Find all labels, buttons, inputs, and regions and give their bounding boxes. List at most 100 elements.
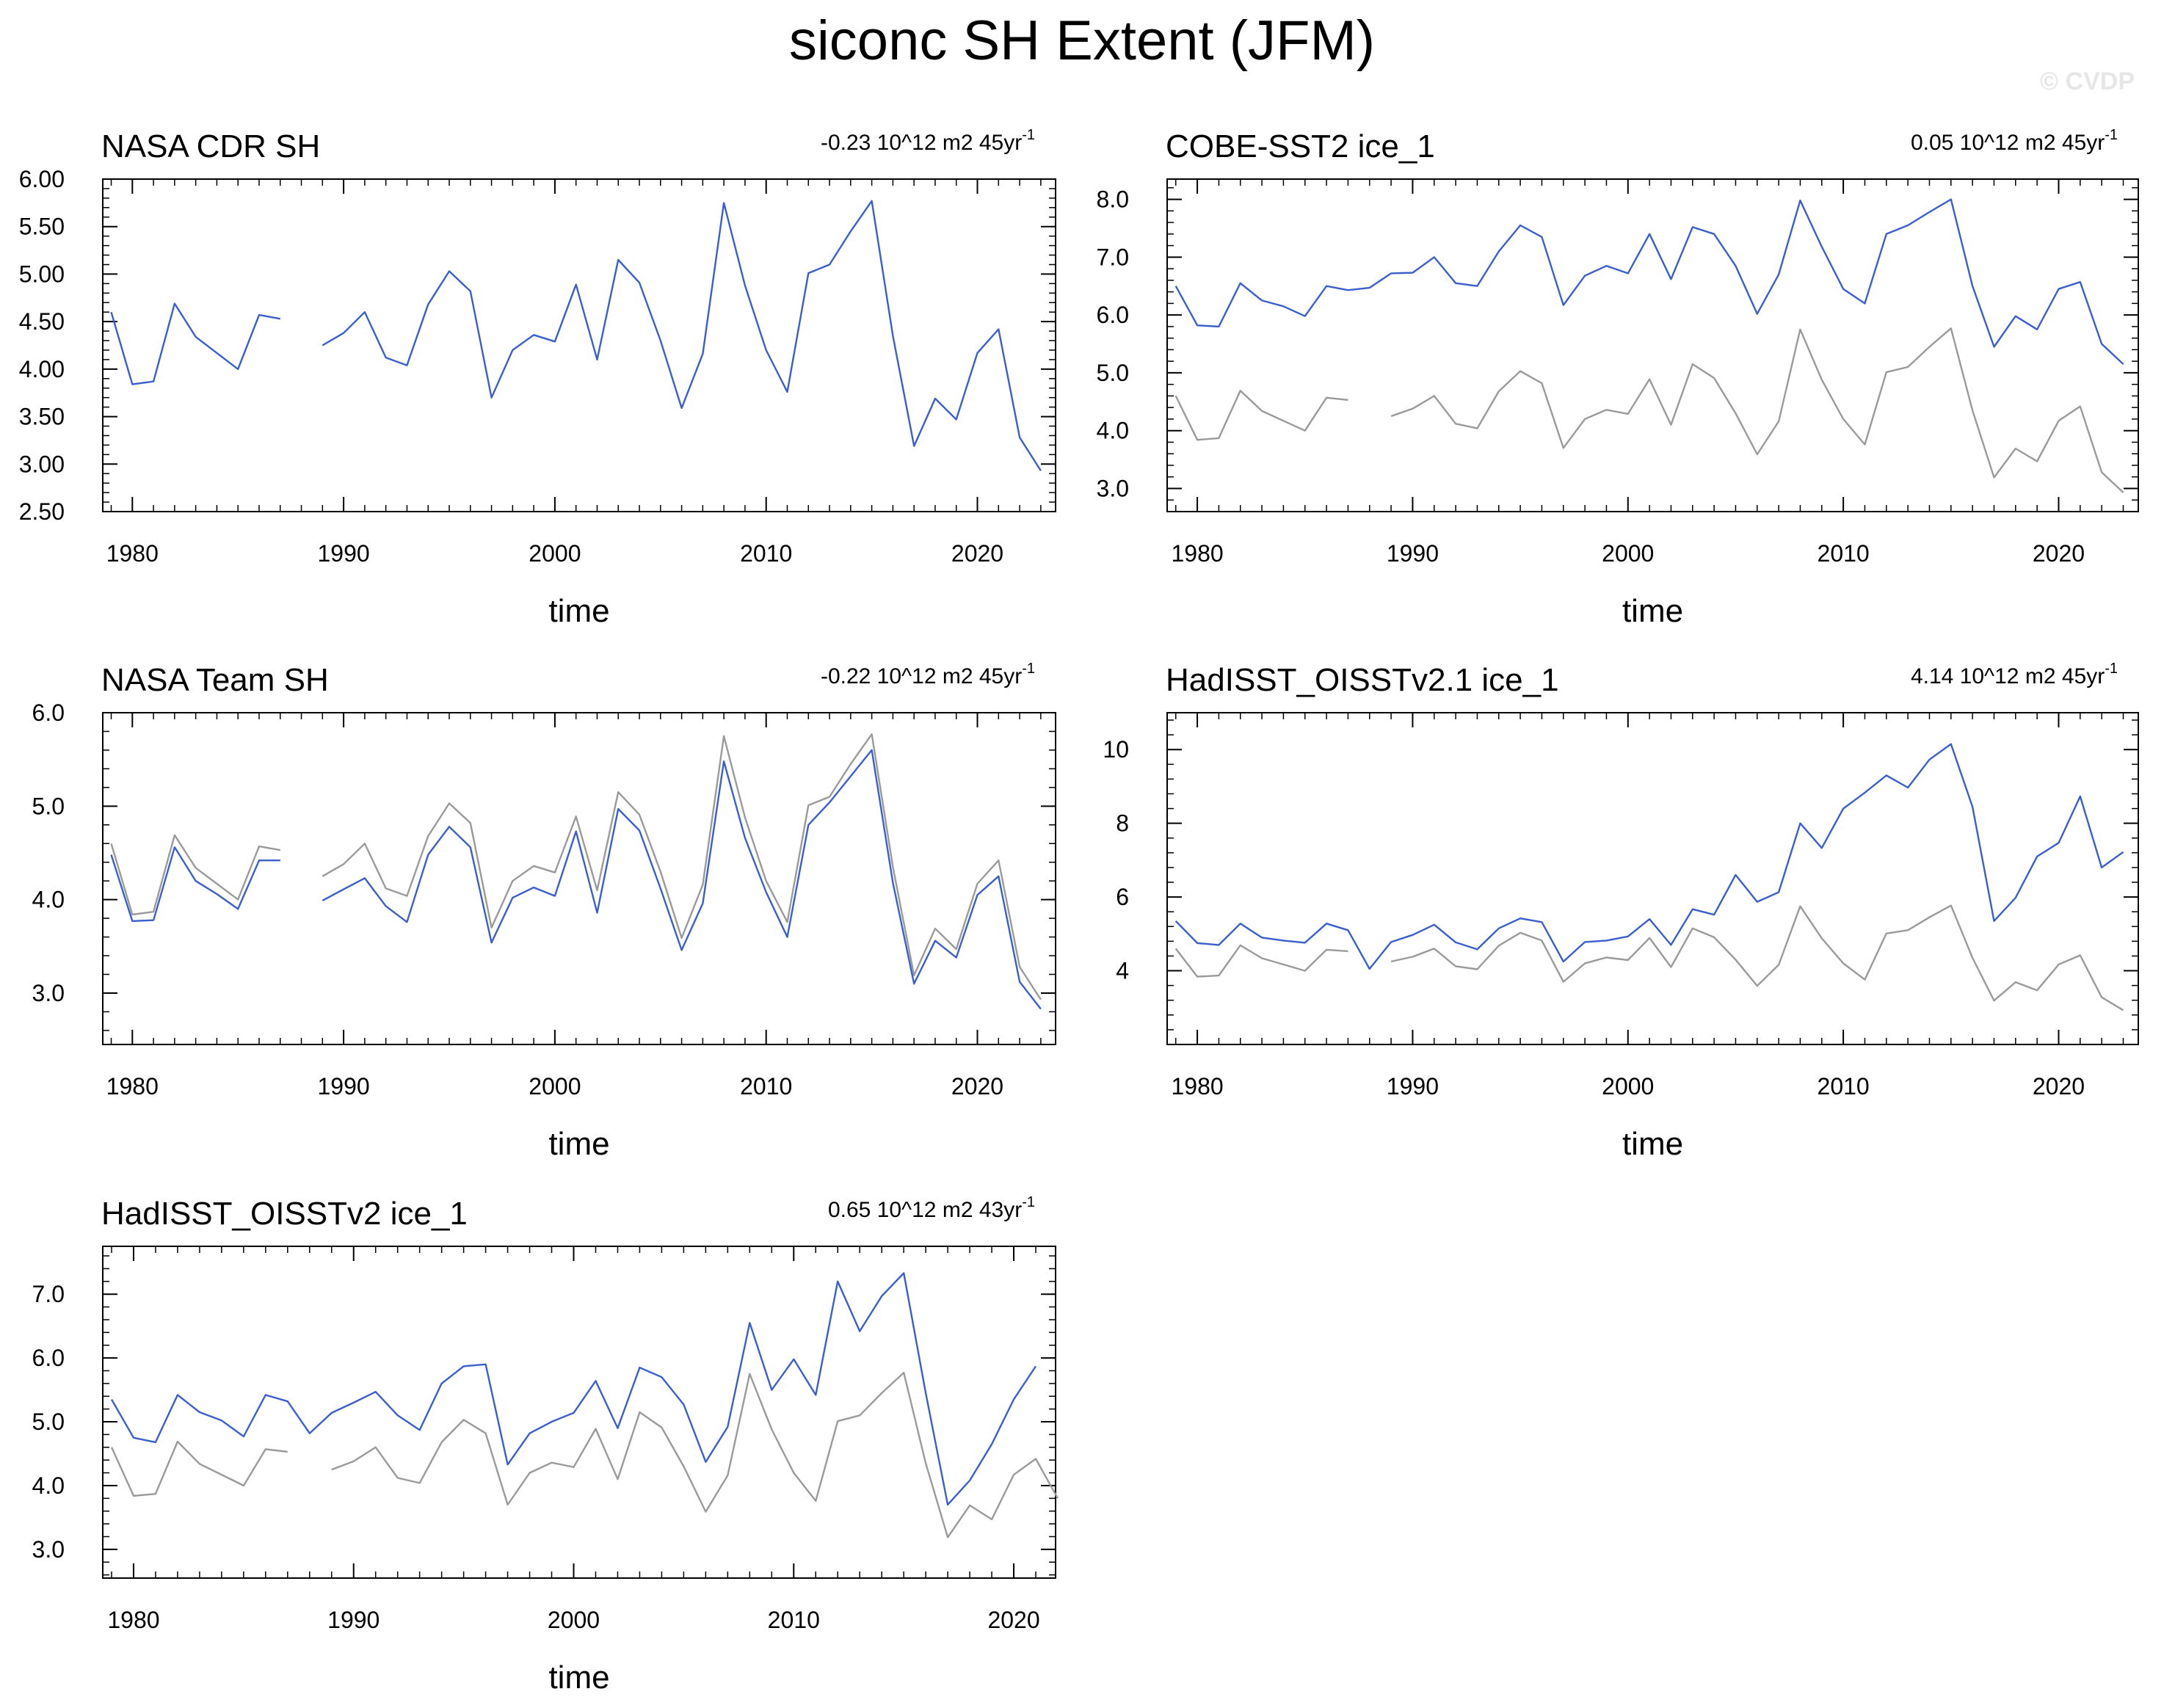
- y-tick-label: 2.50: [19, 498, 65, 525]
- x-tick-label: 2020: [987, 1607, 1039, 1633]
- x-tick-label: 2000: [1602, 1073, 1654, 1100]
- trend-superscript: -1: [1022, 661, 1035, 677]
- x-tick-label: 1980: [107, 1607, 159, 1633]
- series-line: [1174, 904, 2124, 1011]
- x-axis-label: time: [548, 1126, 609, 1162]
- trend-value: -0.22 10^12 m2 45yr: [821, 664, 1022, 688]
- trend-superscript: -1: [2105, 127, 2118, 143]
- y-tick-label: 4.0: [1097, 418, 1129, 444]
- chart-panel: HadISST_OISSTv2 ice_1 0.65 10^12 m2 43yr-…: [32, 1194, 1059, 1696]
- y-tick-label: 7.0: [32, 1281, 65, 1307]
- x-tick-label: 2020: [951, 540, 1003, 567]
- trend-label: 0.65 10^12 m2 43yr-1: [828, 1194, 1035, 1222]
- trend-superscript: -1: [1022, 127, 1035, 143]
- series-line: [110, 200, 1042, 471]
- trend-value: -0.23 10^12 m2 45yr: [821, 131, 1022, 155]
- trend-value: 0.65 10^12 m2 43yr: [828, 1198, 1022, 1222]
- chart-panel: COBE-SST2 ice_1 0.05 10^12 m2 45yr-1 1980 1…: [1097, 127, 2139, 629]
- x-tick-label: 1980: [106, 540, 159, 567]
- panel-title: NASA CDR SH: [101, 128, 320, 164]
- chart-panel: NASA CDR SH -0.23 10^12 m2 45yr-1 1980 1990…: [19, 127, 1056, 629]
- y-tick-label: 6.00: [19, 166, 65, 192]
- x-tick-label: 2010: [1818, 540, 1870, 567]
- x-tick-label: 1990: [1387, 1073, 1439, 1100]
- y-tick-label: 8.0: [1097, 186, 1129, 213]
- y-tick-label: 3.00: [19, 451, 65, 477]
- series-line: [1174, 743, 2124, 970]
- y-tick-label: 4: [1116, 958, 1129, 984]
- series-line: [110, 1272, 1036, 1506]
- series-line: [110, 749, 1042, 1010]
- x-tick-label: 1990: [1387, 540, 1439, 567]
- watermark: © CVDP: [2040, 68, 2135, 95]
- x-tick-label: 2010: [1818, 1073, 1870, 1100]
- y-tick-label: 3.0: [32, 980, 65, 1006]
- plot-frame: [102, 712, 1056, 1045]
- x-tick-label: 2000: [548, 1607, 600, 1633]
- x-axis-label: time: [1622, 593, 1683, 629]
- plot-frame: [102, 1246, 1056, 1579]
- trend-value: 4.14 10^12 m2 45yr: [1911, 664, 2105, 688]
- x-tick-label: 2010: [768, 1607, 820, 1633]
- y-tick-label: 5.0: [32, 1409, 65, 1435]
- panel-title: HadISST_OISSTv2.1 ice_1: [1166, 662, 1559, 698]
- y-tick-label: 6.0: [32, 699, 65, 726]
- x-tick-label: 1980: [1171, 540, 1223, 567]
- series-line: [110, 1371, 1059, 1538]
- y-tick-label: 10: [1103, 736, 1129, 763]
- y-tick-label: 4.50: [19, 308, 65, 335]
- y-tick-label: 8: [1116, 810, 1129, 837]
- x-tick-label: 1990: [318, 1073, 370, 1100]
- plot-frame: [1166, 178, 2139, 512]
- x-tick-label: 2010: [740, 540, 792, 567]
- series-line: [1174, 198, 2124, 365]
- y-tick-label: 7.0: [1097, 244, 1129, 270]
- y-tick-label: 4.0: [32, 1472, 65, 1499]
- x-axis-label: time: [548, 593, 609, 629]
- y-tick-label: 5.0: [32, 793, 65, 819]
- x-tick-label: 1980: [1171, 1073, 1223, 1100]
- chart-panel: HadISST_OISSTv2.1 ice_1 4.14 10^12 m2 45y…: [1103, 661, 2139, 1162]
- x-tick-label: 1980: [106, 1073, 159, 1100]
- plot-frame: [102, 178, 1056, 512]
- trend-label: -0.23 10^12 m2 45yr-1: [821, 127, 1035, 155]
- panel-title: NASA Team SH: [101, 662, 329, 698]
- x-axis-label: time: [548, 1660, 609, 1696]
- series-line: [110, 733, 1042, 1000]
- plot-frame: [1166, 712, 2139, 1045]
- y-tick-label: 6: [1116, 884, 1129, 910]
- panel-title: COBE-SST2 ice_1: [1166, 128, 1435, 164]
- y-tick-label: 5.50: [19, 214, 65, 240]
- y-tick-label: 4.0: [32, 887, 65, 913]
- figure-title: siconc SH Extent (JFM): [788, 10, 1376, 72]
- y-tick-label: 3.0: [32, 1536, 65, 1563]
- x-tick-label: 2000: [1602, 540, 1654, 567]
- x-tick-label: 2000: [529, 540, 581, 567]
- y-tick-label: 6.0: [1097, 302, 1129, 328]
- trend-label: 0.05 10^12 m2 45yr-1: [1911, 127, 2118, 155]
- chart-panel: NASA Team SH -0.22 10^12 m2 45yr-1 1980 199…: [32, 661, 1056, 1162]
- trend-superscript: -1: [2105, 661, 2118, 677]
- y-tick-label: 3.50: [19, 404, 65, 430]
- y-tick-label: 5.00: [19, 261, 65, 287]
- trend-value: 0.05 10^12 m2 45yr: [1911, 131, 2105, 155]
- x-tick-label: 1990: [318, 540, 370, 567]
- series-line: [1174, 327, 2124, 493]
- x-tick-label: 1990: [327, 1607, 380, 1633]
- y-tick-label: 4.00: [19, 356, 65, 382]
- x-tick-label: 2010: [740, 1073, 792, 1100]
- trend-label: 4.14 10^12 m2 45yr-1: [1911, 661, 2118, 688]
- x-tick-label: 2020: [951, 1073, 1003, 1100]
- x-tick-label: 2000: [529, 1073, 581, 1100]
- x-tick-label: 2020: [2033, 540, 2085, 567]
- trend-label: -0.22 10^12 m2 45yr-1: [821, 661, 1035, 688]
- y-tick-label: 5.0: [1097, 360, 1129, 386]
- x-axis-label: time: [1622, 1126, 1683, 1162]
- trend-superscript: -1: [1022, 1194, 1035, 1210]
- y-tick-label: 6.0: [32, 1345, 65, 1371]
- x-tick-label: 2020: [2033, 1073, 2085, 1100]
- y-tick-label: 3.0: [1097, 475, 1129, 501]
- panel-title: HadISST_OISSTv2 ice_1: [101, 1196, 468, 1232]
